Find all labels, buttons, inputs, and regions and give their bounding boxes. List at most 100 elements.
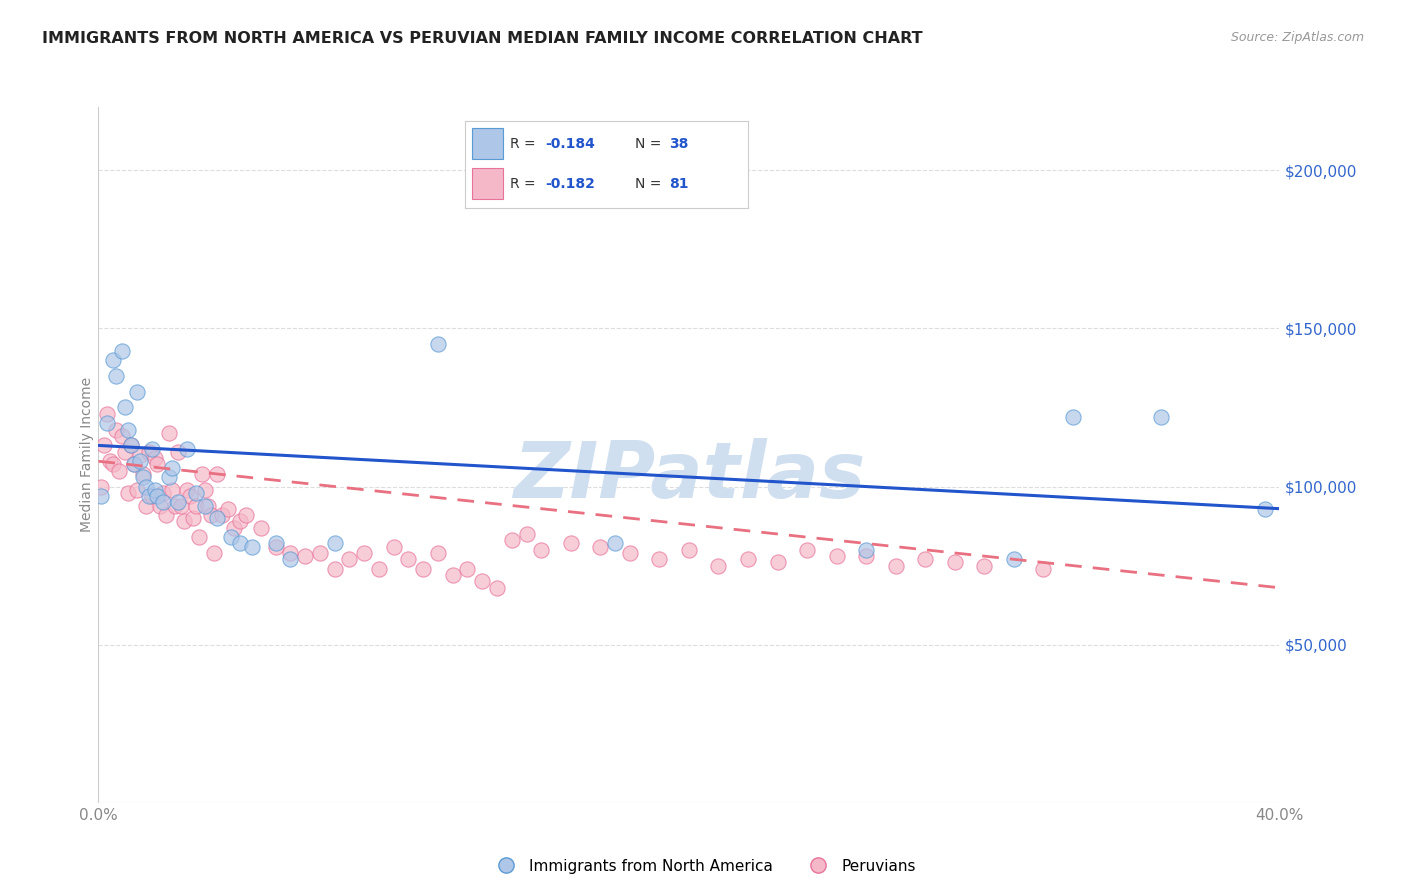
Point	[179, 489, 201, 503]
Point	[132, 467, 155, 481]
Point	[141, 489, 163, 503]
Point	[501, 533, 523, 548]
Point	[240, 540, 263, 554]
Point	[309, 546, 332, 560]
Point	[1150, 409, 1173, 424]
Point	[825, 549, 848, 563]
Point	[120, 438, 142, 452]
Point	[173, 514, 195, 528]
Text: ZIPatlas: ZIPatlas	[513, 438, 865, 514]
Point	[737, 552, 759, 566]
Point	[648, 552, 671, 566]
Point	[122, 458, 145, 472]
Point	[141, 442, 163, 456]
Point	[884, 558, 907, 573]
Point	[184, 486, 207, 500]
Point	[294, 549, 316, 563]
Point	[323, 562, 346, 576]
Y-axis label: Median Family Income: Median Family Income	[80, 377, 94, 533]
Point	[125, 384, 148, 399]
Point	[264, 536, 287, 550]
Point	[157, 425, 180, 440]
Point	[796, 542, 818, 557]
Point	[122, 458, 145, 472]
Point	[120, 438, 142, 452]
Point	[914, 552, 936, 566]
Point	[138, 444, 160, 458]
Point	[194, 483, 217, 497]
Point	[187, 530, 209, 544]
Point	[412, 562, 434, 576]
Point	[162, 483, 183, 497]
Point	[427, 337, 450, 351]
Point	[143, 483, 166, 497]
Point	[1032, 562, 1054, 576]
Point	[229, 514, 252, 528]
Point	[103, 353, 125, 368]
Point	[111, 429, 134, 443]
Point	[1002, 552, 1025, 566]
Point	[530, 542, 553, 557]
Point	[205, 467, 228, 481]
Point	[855, 542, 877, 557]
Point	[229, 536, 252, 550]
Point	[427, 546, 450, 560]
Point	[1254, 501, 1277, 516]
Text: IMMIGRANTS FROM NORTH AMERICA VS PERUVIAN MEDIAN FAMILY INCOME CORRELATION CHART: IMMIGRANTS FROM NORTH AMERICA VS PERUVIA…	[42, 31, 922, 46]
Point	[143, 451, 166, 466]
Point	[217, 501, 239, 516]
Point	[250, 521, 273, 535]
Point	[456, 562, 478, 576]
Point	[103, 458, 125, 472]
Point	[184, 499, 207, 513]
Point	[589, 540, 612, 554]
Point	[135, 479, 157, 493]
Point	[486, 581, 509, 595]
Point	[441, 568, 464, 582]
Point	[155, 508, 177, 522]
Point	[114, 401, 136, 415]
Point	[117, 423, 139, 437]
Text: Source: ZipAtlas.com: Source: ZipAtlas.com	[1230, 31, 1364, 45]
Point	[125, 483, 148, 497]
Point	[152, 495, 174, 509]
Point	[117, 486, 139, 500]
Legend: Immigrants from North America, Peruvians: Immigrants from North America, Peruvians	[484, 853, 922, 880]
Point	[96, 407, 118, 421]
Point	[152, 486, 174, 500]
Point	[235, 508, 257, 522]
Point	[943, 556, 966, 570]
Point	[108, 464, 131, 478]
Point	[219, 530, 242, 544]
Point	[605, 536, 627, 550]
Point	[339, 552, 360, 566]
Point	[382, 540, 405, 554]
Point	[224, 521, 246, 535]
Point	[146, 489, 169, 503]
Point	[191, 467, 214, 481]
Point	[194, 499, 217, 513]
Point	[515, 527, 537, 541]
Point	[855, 549, 877, 563]
Point	[205, 511, 228, 525]
Point	[471, 574, 494, 589]
Point	[353, 546, 375, 560]
Point	[90, 479, 112, 493]
Point	[162, 460, 183, 475]
Point	[105, 423, 128, 437]
Point	[200, 508, 222, 522]
Point	[135, 499, 157, 513]
Point	[170, 499, 193, 513]
Point	[98, 454, 121, 468]
Point	[105, 368, 128, 383]
Point	[211, 508, 233, 522]
Point	[368, 562, 391, 576]
Point	[128, 448, 150, 462]
Point	[323, 536, 346, 550]
Point	[197, 499, 219, 513]
Point	[138, 489, 160, 503]
Point	[278, 552, 302, 566]
Point	[93, 438, 115, 452]
Point	[619, 546, 641, 560]
Point	[111, 343, 134, 358]
